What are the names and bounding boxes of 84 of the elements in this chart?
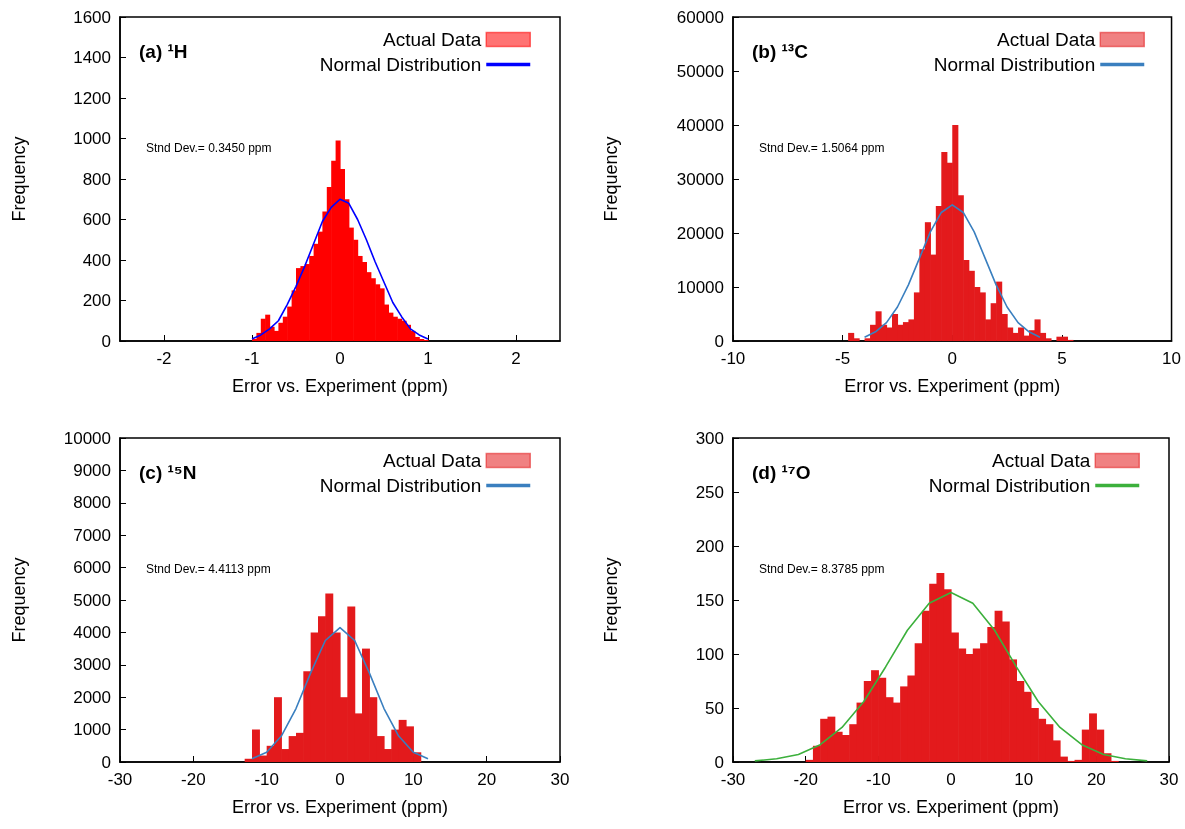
y-tick-label: 300 bbox=[695, 428, 724, 448]
legend-label: Normal Distribution bbox=[319, 475, 482, 496]
y-tick-label: 400 bbox=[82, 250, 111, 270]
x-tick-label: 10 bbox=[1014, 770, 1034, 789]
y-tick-label: 50000 bbox=[676, 61, 724, 81]
y-tick-label: 50 bbox=[705, 698, 724, 718]
x-tick-label: 10 bbox=[403, 770, 423, 789]
x-tick-label: 20 bbox=[477, 770, 497, 789]
x-tick-label: 30 bbox=[550, 770, 570, 789]
y-tick-label: 40000 bbox=[676, 115, 724, 135]
y-tick-label: 9000 bbox=[73, 460, 111, 480]
y-axis-title: Frequency bbox=[601, 136, 621, 222]
y-tick-label: 10000 bbox=[63, 428, 111, 448]
y-tick-label: 0 bbox=[714, 752, 724, 772]
y-tick-label: 4000 bbox=[73, 622, 111, 642]
x-tick-label: 0 bbox=[947, 349, 958, 368]
x-tick-label: -10 bbox=[866, 770, 891, 789]
y-tick-label: 8000 bbox=[73, 493, 111, 513]
y-tick-label: 30000 bbox=[676, 169, 724, 189]
text: (b) ¹³C bbox=[752, 41, 809, 62]
x-tick-label: 0 bbox=[335, 349, 345, 368]
y-tick-label: 1200 bbox=[73, 88, 111, 108]
line-series bbox=[754, 591, 1148, 762]
x-tick-label: -30 bbox=[720, 770, 746, 789]
x-tick-label: -10 bbox=[254, 770, 279, 789]
text: (d) ¹⁷O bbox=[752, 462, 811, 483]
y-tick-label: 10000 bbox=[676, 277, 724, 297]
x-tick-label: 0 bbox=[946, 770, 956, 789]
annotation: Stnd Dev.= 4.4113 ppm bbox=[146, 562, 271, 576]
x-tick-label: -20 bbox=[181, 770, 206, 789]
y-tick-label: 0 bbox=[714, 331, 724, 351]
x-axis-title: Error vs. Experiment (ppm) bbox=[231, 376, 449, 396]
x-tick-label: 20 bbox=[1086, 770, 1106, 789]
y-tick-label: 0 bbox=[101, 752, 111, 772]
line-series bbox=[251, 198, 429, 340]
y-tick-label: 200 bbox=[695, 536, 724, 556]
y-tick-label: 800 bbox=[82, 169, 111, 189]
x-tick-label: -30 bbox=[107, 770, 133, 789]
y-tick-label: 600 bbox=[82, 210, 111, 229]
x-tick-label: -2 bbox=[156, 349, 172, 368]
y-tick-label: 5000 bbox=[73, 590, 111, 610]
annotation: Stnd Dev.= 0.3450 ppm bbox=[146, 141, 272, 155]
text: (a) ¹H bbox=[139, 41, 188, 62]
y-tick-label: 250 bbox=[695, 482, 724, 502]
y-tick-label: 2000 bbox=[73, 687, 111, 707]
x-tick-label: 5 bbox=[1057, 349, 1067, 368]
x-axis-title: Error vs. Experiment (ppm) bbox=[842, 797, 1060, 817]
legend-label: Actual Data bbox=[383, 29, 482, 50]
y-tick-label: 6000 bbox=[73, 558, 111, 578]
y-axis-title: Frequency bbox=[9, 136, 29, 222]
x-axis-title: Error vs. Experiment (ppm) bbox=[231, 797, 449, 817]
y-tick-label: 7000 bbox=[73, 525, 111, 545]
x-tick-label: 10 bbox=[1162, 349, 1182, 368]
y-tick-label: 200 bbox=[82, 291, 111, 310]
legend-label: Normal Distribution bbox=[933, 54, 1096, 75]
text: (c) ¹⁵N bbox=[139, 462, 197, 483]
x-tick-label: -5 bbox=[835, 349, 851, 368]
y-tick-label: 1000 bbox=[73, 720, 111, 740]
y-tick-label: 100 bbox=[695, 644, 724, 664]
legend-label: Actual Data bbox=[383, 450, 482, 471]
y-tick-label: 150 bbox=[695, 590, 724, 610]
x-tick-label: -10 bbox=[720, 349, 746, 368]
x-axis-title: Error vs. Experiment (ppm) bbox=[844, 376, 1061, 396]
annotation: Stnd Dev.= 1.5064 ppm bbox=[759, 141, 885, 155]
legend-label: Actual Data bbox=[992, 450, 1091, 471]
y-tick-label: 0 bbox=[101, 331, 111, 351]
x-tick-label: 2 bbox=[511, 349, 521, 368]
y-tick-label: 1400 bbox=[73, 48, 111, 67]
x-tick-label: 1 bbox=[423, 349, 433, 368]
y-tick-label: 3000 bbox=[73, 655, 111, 675]
y-axis-title: Frequency bbox=[9, 557, 29, 643]
annotation: Stnd Dev.= 8.3785 ppm bbox=[759, 562, 885, 576]
x-tick-label: 0 bbox=[335, 770, 345, 789]
y-tick-label: 1000 bbox=[73, 129, 111, 148]
x-tick-label: 30 bbox=[1159, 770, 1179, 789]
y-tick-label: 60000 bbox=[676, 7, 724, 27]
legend-label: Normal Distribution bbox=[928, 475, 1091, 496]
y-tick-label: 1600 bbox=[73, 7, 111, 27]
legend-label: Actual Data bbox=[997, 29, 1096, 50]
x-tick-label: -1 bbox=[244, 349, 260, 368]
y-axis-title: Frequency bbox=[601, 557, 621, 643]
legend-label: Normal Distribution bbox=[319, 54, 482, 75]
x-tick-label: -20 bbox=[793, 770, 818, 789]
y-tick-label: 20000 bbox=[676, 223, 724, 243]
